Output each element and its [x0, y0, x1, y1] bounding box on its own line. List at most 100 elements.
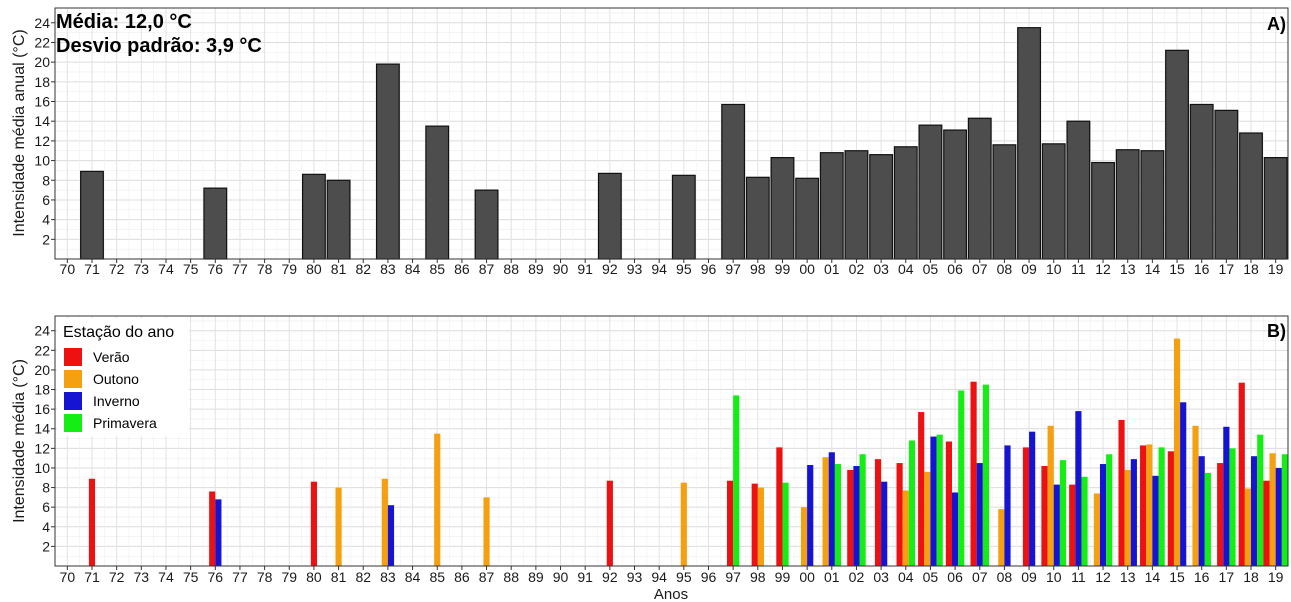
x-tick-label: 70: [60, 261, 76, 277]
x-tick-label: 86: [454, 261, 470, 277]
x-tick-label: 15: [1169, 569, 1185, 585]
x-tick-label: 02: [849, 261, 865, 277]
x-tick-label: 00: [799, 261, 815, 277]
bar-inverno: [1251, 456, 1258, 566]
x-tick-label: 88: [503, 569, 519, 585]
x-tick-label: 06: [947, 261, 963, 277]
x-tick-label: 73: [134, 261, 150, 277]
bar-outono: [680, 482, 687, 566]
bar-inverno: [1053, 484, 1060, 566]
bar-verão: [88, 478, 96, 566]
x-tick-label: 98: [750, 569, 766, 585]
bar-verão: [776, 447, 783, 566]
x-tick-label: 07: [972, 569, 988, 585]
y-tick-label: 10: [34, 153, 50, 169]
bar-inverno: [215, 499, 222, 566]
bar-outono: [335, 487, 342, 566]
x-tick-label: 72: [109, 569, 125, 585]
bar: [918, 124, 943, 260]
y-tick-label: 16: [34, 401, 50, 417]
x-tick-label: 74: [158, 569, 174, 585]
bar-inverno: [1099, 464, 1107, 566]
panel-b-border: [54, 315, 1289, 567]
x-tick-label: 04: [898, 261, 914, 277]
y-tick-label: 14: [34, 421, 50, 437]
bar: [1189, 103, 1214, 260]
bar-verão: [1041, 466, 1048, 566]
y-tick-label: 6: [42, 192, 50, 208]
bar: [1041, 143, 1066, 260]
x-tick-label: 76: [208, 569, 224, 585]
x-tick-label: 96: [701, 261, 717, 277]
y-tick-label: 18: [34, 382, 50, 398]
legend-label: Verão: [93, 349, 130, 365]
bar-verão: [726, 480, 734, 566]
y-tick-label: 12: [34, 133, 50, 149]
panel-a-label: A): [1267, 14, 1286, 34]
x-tick-label: 93: [627, 569, 643, 585]
x-tick-label: 99: [775, 569, 791, 585]
bar: [844, 150, 869, 260]
bar-outono: [1146, 444, 1153, 566]
bar-verão: [1022, 447, 1030, 566]
x-tick-label: 71: [84, 261, 100, 277]
bar: [992, 144, 1017, 260]
bar-inverno: [1029, 431, 1036, 566]
x-tick-label: 09: [1021, 569, 1037, 585]
bar-outono: [434, 433, 441, 566]
x-tick-label: 19: [1268, 569, 1284, 585]
x-tick-label: 12: [1095, 261, 1111, 277]
x-tick-label: 94: [651, 261, 667, 277]
x-tick-label: 77: [232, 261, 248, 277]
bar: [474, 189, 499, 260]
bar-verão: [1140, 445, 1147, 566]
bar-inverno: [952, 492, 959, 566]
bar: [893, 146, 918, 260]
x-tick-label: 91: [577, 569, 593, 585]
x-tick-label: 01: [824, 569, 840, 585]
x-tick-label: 84: [405, 261, 421, 277]
legend-label: Primavera: [93, 415, 157, 431]
bar-outono: [1269, 453, 1276, 566]
bar: [1140, 150, 1165, 260]
panel-a-border: [54, 7, 1289, 260]
x-tick-label: 76: [208, 261, 224, 277]
bar-inverno: [930, 436, 937, 566]
x-tick-label: 98: [750, 261, 766, 277]
y-tick-label: 12: [34, 440, 50, 456]
bar: [795, 177, 820, 260]
bar-primavera: [1281, 454, 1288, 566]
x-tick-label: 16: [1194, 261, 1210, 277]
y-tick-label: 22: [34, 34, 50, 50]
y-tick-label: 8: [42, 480, 50, 496]
bar: [745, 176, 770, 260]
x-tick-label: 90: [553, 261, 569, 277]
bar-inverno: [1275, 467, 1282, 566]
bar-inverno: [853, 466, 860, 566]
bar-primavera: [1081, 476, 1088, 566]
x-tick-label: 88: [503, 261, 519, 277]
bar-outono: [757, 487, 764, 566]
y-tick-label: 8: [42, 172, 50, 188]
bar: [943, 129, 968, 260]
legend-swatch: [64, 392, 82, 410]
x-tick-label: 92: [602, 569, 618, 585]
x-tick-label: 08: [997, 569, 1013, 585]
y-tick-label: 24: [34, 15, 50, 31]
x-tick-label: 78: [257, 569, 273, 585]
x-tick-label: 02: [849, 569, 865, 585]
y-tick-label: 18: [34, 74, 50, 90]
bar-verão: [847, 469, 854, 566]
y-tick-label: 2: [42, 538, 50, 554]
x-tick-label: 05: [923, 261, 939, 277]
x-tick-label: 91: [577, 261, 593, 277]
bar: [301, 173, 326, 260]
x-tick-label: 80: [306, 569, 322, 585]
x-tick-label: 00: [799, 569, 815, 585]
bar-primavera: [1158, 447, 1165, 566]
bar-outono: [822, 457, 829, 566]
x-tick-label: 17: [1219, 261, 1235, 277]
bar-primavera: [936, 434, 943, 566]
x-tick-label: 09: [1021, 261, 1037, 277]
